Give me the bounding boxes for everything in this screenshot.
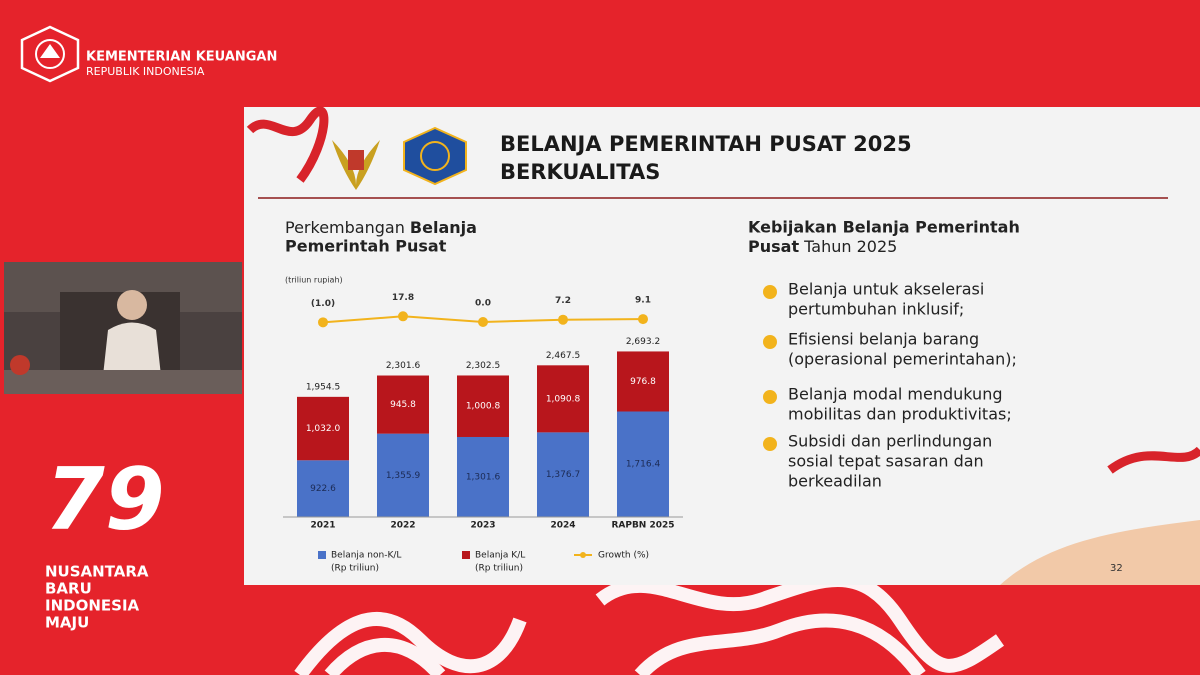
total-label: 2,693.2 [626,337,660,347]
slide-title: BELANJA PEMERINTAH PUSAT 2025 [500,132,912,156]
bullet-dot [763,390,777,404]
growth-point [478,317,488,327]
growth-point [318,317,328,328]
bar-value-label: 1,376.7 [546,470,580,480]
policy-heading-bold: Pusat [748,237,799,256]
chart-title: Perkembangan Belanja [285,218,477,237]
slogan-line: INDONESIA [45,597,140,615]
growth-point [398,311,408,322]
hand-illustration [1000,520,1200,585]
bar-segment [537,365,589,433]
anniversary-logo: 79 [45,449,165,549]
legend-label: Growth (%) [598,551,649,561]
chart-title-plain: Perkembangan [285,218,410,237]
bar-value-label: 1,000.8 [466,402,501,412]
bar-segment [457,375,509,437]
policy-heading-plain: Tahun 2025 [799,237,897,256]
bullet-dot [763,335,777,349]
bar-segment [377,433,429,517]
bar-segment [457,436,509,517]
x-tick-label: 2022 [390,521,415,531]
x-tick-label: 2021 [310,521,335,531]
bullet-dot [763,285,777,299]
x-tick-label: 2023 [470,521,495,531]
slogan-line: BARU [45,580,92,598]
growth-label: 0.0 [475,299,491,309]
growth-label: 17.8 [392,293,414,303]
slide-decoration [246,106,1200,474]
bullet-text: (operasional pemerintahan); [788,350,1017,369]
growth-point [558,314,568,325]
ministry-logo [20,25,80,83]
bullet-dot [763,437,777,451]
bar-value-label: 976.8 [630,377,656,387]
org-sub: REPUBLIK INDONESIA [86,65,205,78]
x-tick-label: 2024 [550,521,575,531]
slogan-line: NUSANTARA [45,563,149,581]
bar-value-label: 922.6 [310,484,336,494]
total-label: 2,302.5 [466,361,500,371]
legend-label: Belanja K/L [475,551,525,561]
total-label: 2,467.5 [546,351,580,361]
legend-swatch [462,551,470,559]
bar-value-label: 1,301.6 [466,472,501,482]
growth-label: 9.1 [635,296,651,306]
bullet-text: sosial tepat sasaran dan [788,452,984,471]
page-number: 32 [1110,563,1123,574]
video-inset [4,262,242,394]
bullet-text: berkeadilan [788,472,882,491]
bar-value-label: 1,355.9 [386,471,421,481]
chart-title-bold: Pemerintah Pusat [285,237,447,256]
slogan-line: MAJU [45,614,89,632]
bullet-text: Efisiensi belanja barang [788,330,979,349]
legend-label: Belanja non-K/L [331,551,401,561]
growth-label: (1.0) [311,299,335,309]
total-label: 2,301.6 [386,361,421,371]
bar-segment [617,411,669,517]
bullet-text: Subsidi dan perlindungan [788,432,992,451]
legend-swatch [318,551,326,559]
slide-title: BERKUALITAS [500,160,660,184]
chart-title-bold: Belanja [410,218,477,237]
bar-segment [297,460,349,517]
legend-unit: (Rp triliun) [475,564,523,574]
kemenkeu-emblem [403,126,467,186]
legend-unit: (Rp triliun) [331,564,379,574]
bar-segment [377,375,429,434]
policy-heading: Kebijakan Belanja Pemerintah [748,218,1020,237]
legend-swatch [580,552,586,558]
bullet-text: pertumbuhan inklusif; [788,300,964,319]
bar-segment [617,351,669,412]
org-name: KEMENTERIAN KEUANGAN [86,50,277,65]
bullet-text: mobilitas dan produktivitas; [788,405,1012,424]
bar-value-label: 1,090.8 [546,394,581,404]
bar-value-label: 1,716.4 [626,460,661,470]
growth-point [638,314,648,325]
bar-value-label: 1,032.0 [306,424,341,434]
growth-label: 7.2 [555,296,571,306]
bar-segment [537,432,589,517]
unit-label: (triliun rupiah) [285,276,343,285]
policy-heading: Pusat Tahun 2025 [748,237,897,256]
bar-segment [297,396,349,461]
garuda-emblem [332,140,380,190]
x-tick-label: RAPBN 2025 [611,521,674,531]
total-label: 1,954.5 [306,382,340,392]
bullet-text: Belanja untuk akselerasi [788,280,984,299]
bullet-text: Belanja modal mendukung [788,385,1003,404]
bar-value-label: 945.8 [390,400,416,410]
